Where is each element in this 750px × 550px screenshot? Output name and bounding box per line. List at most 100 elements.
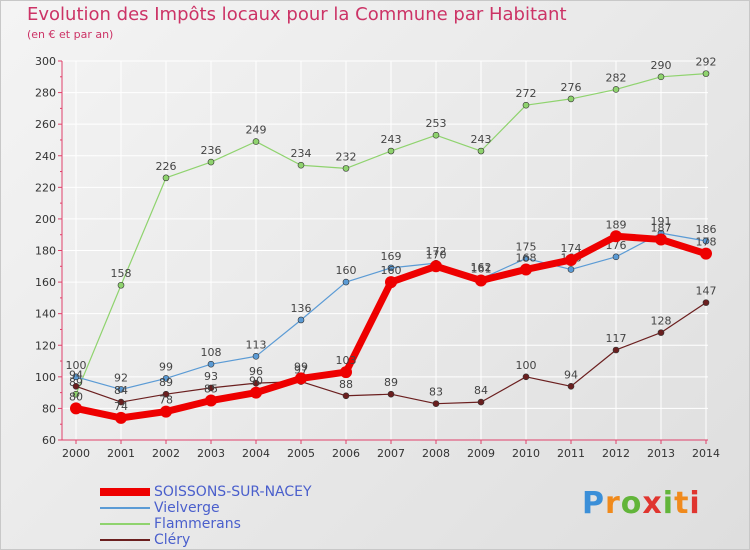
chart-title: Evolution des Impôts locaux pour la Comm…: [27, 4, 567, 25]
data-label-flammerans: 290: [651, 59, 672, 72]
data-point-flammerans: [387, 147, 395, 155]
data-point-soissons-sur-nacey: [295, 372, 307, 385]
data-label-vielverge: 113: [246, 338, 267, 351]
data-label-vielverge: 175: [516, 240, 537, 253]
data-point-cl-ry: [72, 383, 80, 390]
data-point-flammerans: [477, 147, 485, 155]
data-label-cl-ry: 96: [249, 365, 263, 378]
data-point-soissons-sur-nacey: [520, 263, 532, 276]
data-label-cl-ry: 84: [114, 384, 128, 397]
data-label-flammerans: 276: [561, 81, 582, 94]
data-point-vielverge: [702, 237, 710, 245]
x-tick-label: 2003: [197, 447, 225, 460]
data-label-vielverge: 162: [471, 261, 492, 274]
data-point-soissons-sur-nacey: [115, 411, 127, 424]
proxiti-logo: Proxiti: [582, 486, 701, 521]
data-point-flammerans: [657, 73, 665, 81]
x-tick-label: 2014: [692, 447, 720, 460]
data-point-flammerans: [117, 281, 125, 289]
data-label-cl-ry: 84: [474, 384, 488, 397]
data-label-cl-ry: 147: [696, 285, 717, 298]
data-label-flammerans: 232: [336, 150, 357, 163]
data-point-soissons-sur-nacey: [340, 366, 352, 379]
x-tick-label: 2007: [377, 447, 405, 460]
data-label-flammerans: 282: [606, 71, 627, 84]
data-point-soissons-sur-nacey: [385, 276, 397, 289]
data-label-soissons-sur-nacey: 80: [69, 390, 83, 403]
data-point-cl-ry: [657, 329, 665, 336]
legend-label: Cléry: [154, 532, 191, 548]
data-label-soissons-sur-nacey: 168: [516, 251, 537, 264]
legend-swatch: [100, 522, 150, 526]
data-point-vielverge: [342, 278, 350, 286]
data-point-vielverge: [567, 266, 575, 273]
data-point-soissons-sur-nacey: [250, 386, 262, 399]
data-point-soissons-sur-nacey: [430, 260, 442, 273]
data-point-soissons-sur-nacey: [700, 247, 712, 260]
data-point-vielverge: [387, 264, 395, 272]
data-point-flammerans: [522, 101, 530, 109]
line-chart: 60 80 100 120 140 160 180 200 220 240 260 280 300 200…: [35, 55, 720, 460]
x-tick-label: 2004: [242, 447, 270, 460]
data-point-flammerans: [702, 70, 710, 77]
data-label-soissons-sur-nacey: 189: [606, 218, 627, 231]
data-label-flammerans: 272: [516, 87, 537, 100]
chart-subtitle: (en € et par an): [27, 28, 114, 41]
x-tick-label: 2006: [332, 447, 360, 460]
data-point-flammerans: [252, 138, 260, 145]
data-point-soissons-sur-nacey: [610, 230, 622, 243]
data-label-soissons-sur-nacey: 161: [471, 263, 492, 276]
data-point-cl-ry: [252, 379, 260, 387]
data-point-cl-ry: [162, 390, 170, 398]
data-point-vielverge: [522, 255, 530, 262]
data-label-soissons-sur-nacey: 74: [114, 400, 128, 413]
data-label-flammerans: 158: [111, 267, 132, 280]
x-tick-label: 2013: [647, 447, 675, 460]
x-tick-label: 2005: [287, 447, 315, 460]
legend-swatch: [100, 488, 150, 496]
data-label-flammerans: 253: [426, 117, 447, 130]
data-label-vielverge: 100: [66, 359, 87, 372]
data-point-flammerans: [342, 165, 350, 172]
data-point-flammerans: [297, 161, 305, 169]
y-tick-label: 220: [35, 181, 56, 194]
data-label-soissons-sur-nacey: 174: [561, 242, 582, 255]
data-point-cl-ry: [477, 398, 485, 406]
data-label-vielverge: 186: [696, 223, 717, 236]
data-label-cl-ry: 97: [294, 364, 308, 377]
data-point-vielverge: [72, 373, 80, 381]
data-label-flammerans: 234: [291, 147, 312, 160]
data-point-soissons-sur-nacey: [655, 233, 667, 246]
data-label-flammerans: 89: [69, 376, 83, 389]
data-point-soissons-sur-nacey: [205, 394, 217, 407]
data-point-cl-ry: [522, 373, 530, 381]
data-point-cl-ry: [207, 384, 215, 392]
data-point-soissons-sur-nacey: [565, 253, 577, 266]
data-label-vielverge: 92: [114, 371, 128, 384]
data-point-vielverge: [207, 360, 215, 368]
data-point-vielverge: [297, 316, 305, 324]
data-label-soissons-sur-nacey: 178: [696, 236, 717, 249]
y-tick-label: 60: [42, 434, 56, 447]
y-tick-label: 80: [42, 402, 56, 415]
data-label-flammerans: 243: [471, 133, 492, 146]
legend-swatch: [100, 538, 150, 542]
data-point-cl-ry: [702, 299, 710, 306]
data-label-cl-ry: 88: [339, 378, 353, 391]
data-point-vielverge: [117, 386, 125, 393]
data-point-cl-ry: [432, 400, 440, 407]
data-label-cl-ry: 89: [159, 376, 173, 389]
data-label-cl-ry: 93: [204, 370, 218, 383]
data-point-soissons-sur-nacey: [160, 405, 172, 418]
y-tick-label: 120: [35, 339, 56, 352]
data-label-soissons-sur-nacey: 90: [249, 375, 263, 388]
data-label-cl-ry: 94: [69, 368, 83, 381]
data-point-flammerans: [162, 174, 170, 182]
data-label-vielverge: 172: [426, 245, 447, 258]
data-label-vielverge: 136: [291, 302, 312, 315]
y-tick-label: 280: [35, 87, 56, 100]
data-label-soissons-sur-nacey: 78: [159, 394, 173, 407]
data-label-vielverge: 108: [201, 346, 222, 359]
x-tick-label: 2012: [602, 447, 630, 460]
legend-label: Vielverge: [154, 500, 220, 516]
